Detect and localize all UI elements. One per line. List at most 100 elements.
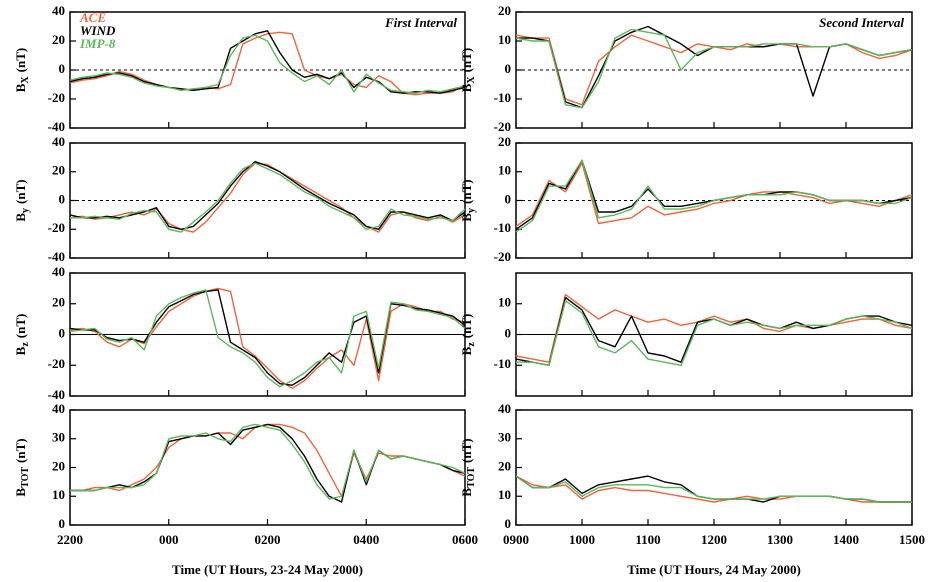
y-tick-label: 20 (498, 134, 511, 149)
y-label-unit: (nT) (459, 179, 474, 204)
y-tick-label: 30 (498, 430, 511, 445)
data-line (69, 289, 466, 388)
y-label-symbol: B (13, 213, 28, 222)
y-axis-label: BTOT (nT) (13, 438, 31, 496)
legend-label: IMP-8 (79, 36, 116, 51)
y-tick-label: -40 (48, 119, 65, 134)
y-tick-label: 20 (52, 32, 65, 47)
x-tick-label: 000 (159, 532, 179, 547)
y-tick-label: -10 (494, 220, 511, 235)
y-axis-label: By (nT) (459, 179, 477, 221)
data-line (515, 475, 912, 503)
y-tick-label: 40 (498, 401, 511, 416)
y-axis-label: Bz (nT) (459, 314, 477, 356)
y-tick-label: 10 (498, 295, 511, 310)
x-tick-label: 0400 (353, 532, 379, 547)
data-line (516, 25, 913, 109)
y-label-symbol: B (459, 346, 474, 355)
x-tick-label: 1000 (569, 532, 595, 547)
data-line (70, 423, 466, 500)
y-label-subscript: y (466, 208, 477, 213)
y-axis-label: BX (nT) (459, 48, 477, 92)
y-label-unit: (nT) (459, 438, 474, 463)
y-label-symbol: B (459, 83, 474, 92)
y-label-symbol: B (459, 213, 474, 222)
legend-label: ACE (79, 10, 106, 25)
y-label-subscript: TOT (20, 467, 31, 488)
panel-title: First Interval (384, 15, 457, 30)
y-tick-label: 20 (52, 163, 65, 178)
y-tick-label: 40 (52, 401, 65, 416)
data-line (70, 423, 466, 503)
y-label-subscript: y (20, 208, 31, 213)
y-tick-label: -20 (494, 119, 511, 134)
y-tick-label: 40 (52, 134, 65, 149)
x-tick-label: 1300 (767, 532, 793, 547)
y-tick-label: 10 (498, 32, 511, 47)
data-line (69, 162, 466, 233)
y-axis-label: Bz (nT) (13, 314, 31, 356)
data-line (69, 289, 466, 386)
data-line (69, 30, 466, 94)
y-label-unit: (nT) (13, 314, 28, 339)
x-tick-label: 1400 (833, 532, 859, 547)
y-label-symbol: B (13, 83, 28, 92)
y-tick-label: 40 (52, 264, 65, 279)
y-tick-label: 10 (52, 487, 65, 502)
y-axis-label: BX (nT) (13, 48, 31, 92)
data-line (515, 28, 913, 109)
panel-frame (69, 142, 466, 259)
data-line (515, 475, 912, 503)
y-label-unit: (nT) (459, 48, 474, 73)
y-tick-label: 10 (498, 163, 511, 178)
y-label-unit: (nT) (13, 48, 28, 73)
y-axis-label: BTOT (nT) (459, 438, 477, 496)
y-tick-label: 40 (52, 3, 65, 18)
x-tick-label: 1500 (899, 532, 925, 547)
data-line (69, 161, 466, 230)
y-tick-label: 20 (498, 458, 511, 473)
y-tick-label: 0 (505, 61, 512, 76)
y-axis-label: By (nT) (13, 179, 31, 221)
y-tick-label: 0 (59, 516, 66, 531)
data-line (515, 293, 913, 363)
y-tick-label: -20 (48, 356, 65, 371)
y-tick-label: -20 (48, 220, 65, 235)
y-tick-label: 20 (498, 3, 511, 18)
y-tick-label: 20 (52, 458, 65, 473)
y-tick-label: 0 (59, 61, 66, 76)
x-axis-label: Time (UT Hours, 24 May 2000) (627, 562, 801, 577)
data-line (70, 162, 466, 233)
y-tick-label: -40 (48, 249, 65, 264)
y-tick-label: 0 (59, 325, 66, 340)
y-tick-label: -20 (494, 249, 511, 264)
y-label-subscript: z (466, 342, 477, 347)
x-tick-label: 1100 (635, 532, 660, 547)
y-label-symbol: B (13, 346, 28, 355)
y-label-subscript: z (20, 342, 31, 347)
y-tick-label: 30 (52, 430, 65, 445)
data-line (515, 475, 912, 503)
y-label-unit: (nT) (13, 438, 28, 463)
y-tick-label: 0 (59, 191, 66, 206)
x-tick-label: 1200 (701, 532, 727, 547)
y-label-unit: (nT) (13, 179, 28, 204)
y-label-symbol: B (13, 488, 28, 497)
y-tick-label: 0 (505, 516, 512, 531)
data-line (515, 159, 913, 233)
data-line (69, 34, 466, 94)
data-line (516, 300, 913, 366)
y-tick-label: -40 (48, 387, 65, 402)
y-tick-label: -20 (48, 90, 65, 105)
data-line (69, 31, 466, 96)
y-tick-label: 0 (505, 325, 512, 340)
y-label-subscript: TOT (466, 467, 477, 488)
data-line (70, 423, 466, 497)
y-label-unit: (nT) (459, 314, 474, 339)
legend-label: WIND (80, 23, 116, 38)
panel-frame (515, 409, 913, 526)
y-label-subscript: X (20, 76, 31, 84)
y-label-subscript: X (466, 76, 477, 84)
x-tick-label: 0900 (503, 532, 529, 547)
